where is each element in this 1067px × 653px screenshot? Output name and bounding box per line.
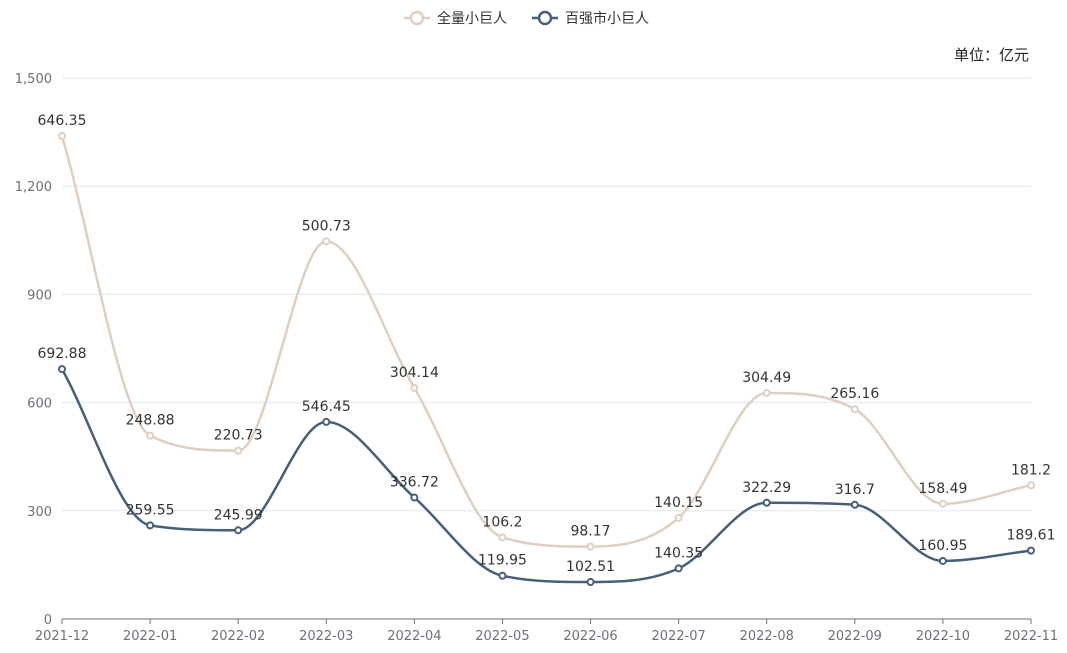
data-point[interactable]	[1027, 546, 1035, 555]
y-tick-label: 300	[27, 505, 52, 520]
data-label: 119.95	[478, 553, 527, 569]
data-point[interactable]	[498, 571, 507, 580]
x-tick-label: 2021-12	[35, 629, 89, 644]
chart-legend[interactable]: 全量小巨人 百强市小巨人	[404, 10, 649, 27]
x-tick-label: 2022-03	[299, 629, 353, 644]
legend-label: 百强市小巨人	[565, 10, 649, 27]
data-label: 646.35	[38, 113, 87, 129]
series-group	[58, 131, 1035, 587]
data-label: 102.51	[566, 559, 615, 575]
data-label: 140.15	[654, 495, 703, 511]
data-point[interactable]	[938, 556, 947, 565]
data-point[interactable]	[146, 431, 155, 440]
data-label: 106.2	[482, 514, 522, 530]
data-point[interactable]	[146, 521, 155, 530]
unit-label: 单位：亿元	[954, 46, 1029, 64]
x-axis: 2021-12 2022-01 2022-02 2022-03 2022-04 2022-…	[35, 618, 1058, 644]
x-tick-label: 2022-08	[740, 629, 794, 644]
data-label: 248.88	[126, 413, 175, 429]
x-tick-label: 2022-01	[123, 629, 177, 644]
legend-marker-icon	[409, 10, 425, 26]
x-tick-label: 2022-05	[475, 629, 529, 644]
data-label: 322.29	[742, 480, 791, 496]
data-point[interactable]	[938, 499, 947, 508]
data-label: 304.49	[742, 370, 791, 386]
data-label: 304.14	[390, 365, 439, 381]
x-tick-label: 2022-04	[387, 629, 441, 644]
x-tick-label: 2022-06	[563, 629, 617, 644]
data-point[interactable]	[58, 365, 66, 374]
data-point[interactable]	[762, 498, 771, 507]
x-tick-label: 2022-10	[916, 629, 970, 644]
data-point[interactable]	[1027, 481, 1035, 490]
legend-item-0[interactable]: 全量小巨人	[404, 10, 507, 27]
data-label: 220.73	[214, 428, 263, 444]
x-tick-label: 2022-09	[828, 629, 882, 644]
data-label: 158.49	[918, 481, 967, 497]
y-tick-label: 1,200	[15, 180, 52, 195]
data-label: 546.45	[302, 399, 351, 415]
data-point[interactable]	[586, 542, 595, 551]
data-label: 692.88	[38, 346, 87, 362]
data-point[interactable]	[674, 564, 683, 573]
data-point[interactable]	[410, 383, 419, 392]
data-point[interactable]	[850, 405, 859, 414]
data-label: 316.7	[835, 482, 875, 498]
data-label: 181.2	[1011, 462, 1051, 478]
legend-label: 全量小巨人	[437, 10, 507, 27]
series-line-0	[60, 135, 1032, 548]
data-point[interactable]	[58, 131, 66, 140]
data-point[interactable]	[762, 388, 771, 397]
data-label: 336.72	[390, 475, 439, 491]
data-label: 160.95	[918, 538, 967, 554]
grid-lines	[62, 77, 1031, 512]
data-point[interactable]	[410, 493, 419, 502]
data-point[interactable]	[322, 417, 331, 426]
data-label: 500.73	[302, 218, 351, 234]
data-point[interactable]	[850, 500, 859, 509]
y-tick-label: 600	[27, 397, 52, 412]
data-point[interactable]	[498, 533, 507, 542]
legend-marker-icon	[537, 10, 553, 26]
x-tick-label: 2022-02	[211, 629, 265, 644]
data-point[interactable]	[586, 578, 595, 587]
data-point[interactable]	[234, 526, 243, 535]
y-tick-label: 1,500	[15, 72, 52, 87]
data-label: 189.61	[1007, 528, 1056, 544]
data-label: 140.35	[654, 545, 703, 561]
legend-item-1[interactable]: 百强市小巨人	[532, 10, 649, 27]
y-tick-label: 0	[44, 613, 52, 628]
data-label: 259.55	[126, 502, 175, 518]
data-label: 98.17	[570, 524, 610, 540]
data-point[interactable]	[674, 513, 683, 522]
data-point[interactable]	[322, 237, 331, 246]
data-labels: 646.35 248.88 220.73 500.73 304.14 106.2 98.17…	[38, 113, 1056, 575]
x-tick-label: 2022-07	[651, 629, 705, 644]
series-line-1	[60, 368, 1032, 584]
y-tick-label: 900	[27, 288, 52, 303]
x-tick-label: 2022-11	[1004, 629, 1058, 644]
y-axis: 0 300 600 900 1,200 1,500	[15, 72, 52, 628]
data-label: 265.16	[830, 386, 879, 402]
data-label: 245.99	[214, 507, 263, 523]
data-point[interactable]	[234, 446, 243, 455]
